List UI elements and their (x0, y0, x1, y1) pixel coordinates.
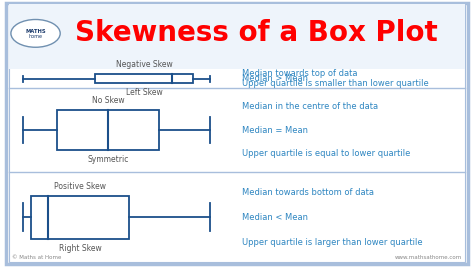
Text: Left Skew: Left Skew (126, 88, 163, 97)
Text: Upper quartile is equal to lower quartile: Upper quartile is equal to lower quartil… (242, 149, 410, 158)
Text: MATHS: MATHS (25, 29, 46, 34)
Text: Median = Mean: Median = Mean (242, 126, 308, 135)
Text: Median > Mean: Median > Mean (242, 74, 308, 83)
Text: Median towards bottom of data: Median towards bottom of data (242, 187, 374, 197)
Text: Skewness of a Box Plot: Skewness of a Box Plot (74, 19, 438, 47)
Text: Median in the centre of the data: Median in the centre of the data (242, 102, 378, 111)
Bar (95, 74, 193, 83)
Text: Median towards top of data: Median towards top of data (242, 69, 357, 78)
FancyBboxPatch shape (9, 4, 465, 69)
Text: Median < Mean: Median < Mean (242, 213, 308, 222)
Text: Right Skew: Right Skew (59, 244, 102, 253)
Text: © Maths at Home: © Maths at Home (12, 254, 61, 260)
Text: www.mathsathome.com: www.mathsathome.com (395, 254, 462, 260)
Bar (31, 196, 129, 239)
Bar (57, 110, 159, 150)
FancyBboxPatch shape (6, 3, 468, 264)
Text: Upper quartile is smaller than lower quartile: Upper quartile is smaller than lower qua… (242, 80, 428, 88)
Circle shape (11, 19, 60, 47)
Text: Negative Skew: Negative Skew (116, 60, 173, 69)
Text: Symmetric: Symmetric (87, 155, 129, 164)
Text: No Skew: No Skew (92, 96, 124, 105)
Text: home: home (28, 34, 43, 39)
Text: Positive Skew: Positive Skew (55, 182, 106, 191)
Text: Upper quartile is larger than lower quartile: Upper quartile is larger than lower quar… (242, 238, 422, 247)
